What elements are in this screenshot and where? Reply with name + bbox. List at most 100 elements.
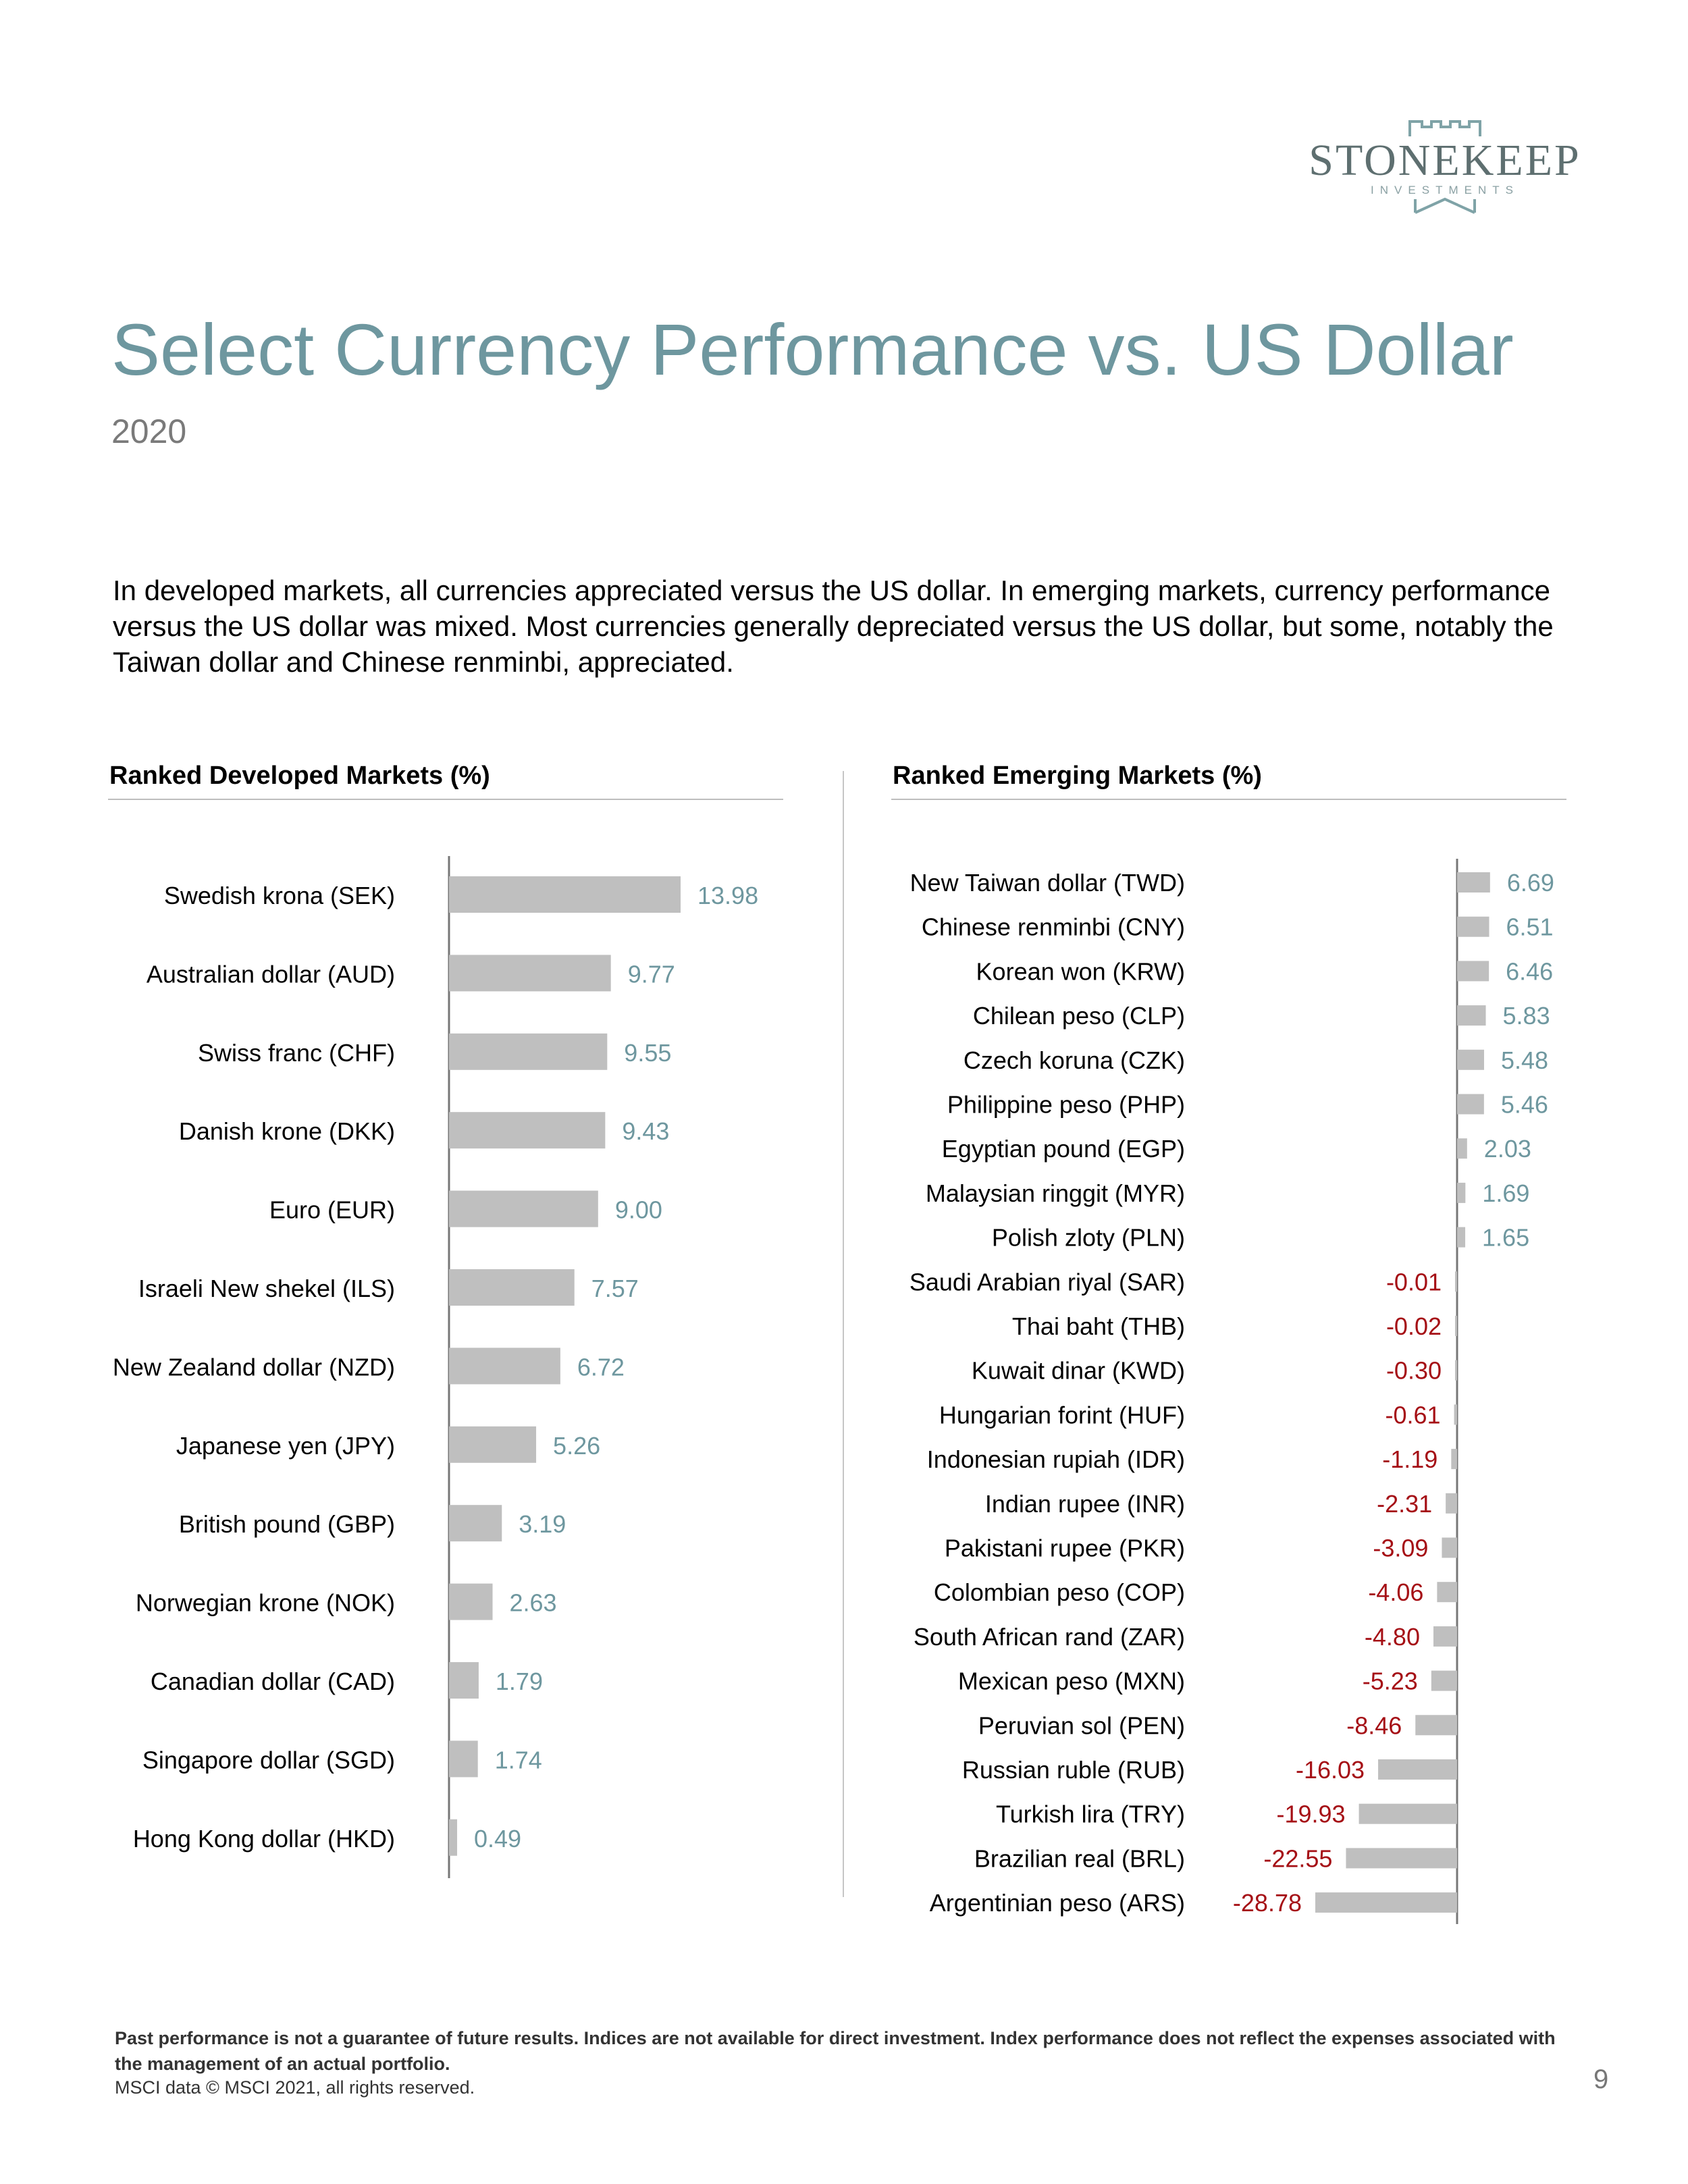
emerging-value-label: -0.02 [1386, 1312, 1442, 1340]
emerging-bar [1457, 916, 1489, 937]
page-subtitle: 2020 [111, 412, 187, 450]
emerging-bar [1437, 1582, 1457, 1603]
emerging-category-label: Philippine peso (PHP) [947, 1091, 1185, 1119]
emerging-bar [1457, 1138, 1467, 1159]
emerging-bar [1431, 1670, 1457, 1691]
emerging-bar [1446, 1493, 1457, 1514]
developed-bar [449, 955, 611, 992]
emerging-bar [1433, 1626, 1457, 1647]
emerging-category-label: Colombian peso (COP) [934, 1578, 1185, 1606]
developed-category-label: Danish krone (DKK) [179, 1117, 395, 1145]
emerging-bar [1415, 1715, 1457, 1736]
developed-category-label: Australian dollar (AUD) [147, 960, 395, 988]
developed-value-label: 13.98 [697, 882, 758, 909]
emerging-category-label: Kuwait dinar (KWD) [972, 1357, 1185, 1385]
developed-category-label: Israeli New shekel (ILS) [138, 1275, 395, 1302]
emerging-value-label: 5.46 [1501, 1091, 1548, 1119]
developed-value-label: 2.63 [510, 1589, 557, 1617]
emerging-value-label: -2.31 [1377, 1490, 1432, 1518]
emerging-category-label: Saudi Arabian riyal (SAR) [909, 1268, 1185, 1296]
developed-category-label: Singapore dollar (SGD) [142, 1746, 395, 1774]
developed-category-label: Hong Kong dollar (HKD) [133, 1825, 395, 1853]
emerging-bar [1454, 1404, 1457, 1425]
developed-category-label: Norwegian krone (NOK) [136, 1589, 395, 1617]
emerging-value-label: -3.09 [1373, 1535, 1428, 1562]
developed-bar [449, 1662, 479, 1699]
footer-source: MSCI data © MSCI 2021, all rights reserv… [115, 2077, 475, 2098]
brand-subtitle: INVESTMENTS [1371, 184, 1519, 196]
emerging-category-label: Indonesian rupiah (IDR) [927, 1445, 1185, 1473]
developed-bar [449, 1583, 493, 1620]
developed-markets-chart: Swedish krona (SEK) 13.98 Australian dolla… [113, 856, 758, 1878]
emerging-value-label: 1.69 [1482, 1179, 1529, 1207]
emerging-bar [1378, 1759, 1457, 1780]
emerging-category-label: South African rand (ZAR) [914, 1623, 1185, 1651]
emerging-value-label: 6.51 [1506, 913, 1554, 941]
emerging-category-label: Thai baht (THB) [1012, 1312, 1185, 1340]
emerging-value-label: -1.19 [1382, 1445, 1438, 1473]
emerging-category-label: Polish zloty (PLN) [992, 1224, 1185, 1252]
emerging-category-label: Mexican peso (MXN) [958, 1668, 1185, 1695]
emerging-bar [1455, 1271, 1457, 1292]
panel-divider [843, 771, 844, 1897]
developed-bar [449, 1505, 502, 1542]
footer-disclaimer: Past performance is not a guarantee of f… [115, 2028, 1556, 2074]
logo-emblem-icon [1408, 120, 1481, 214]
developed-bar [449, 1269, 575, 1306]
developed-bar [449, 1740, 478, 1778]
emerging-category-label: Pakistani rupee (PKR) [945, 1535, 1185, 1562]
emerging-bar [1457, 961, 1489, 982]
emerging-bar [1457, 1005, 1486, 1026]
developed-bar [449, 876, 681, 913]
emerging-bar [1315, 1892, 1457, 1913]
emerging-bar [1457, 1094, 1484, 1115]
emerging-value-label: -16.03 [1296, 1756, 1365, 1784]
developed-value-label: 6.72 [577, 1353, 625, 1381]
developed-chart-title: Ranked Developed Markets (%) [109, 762, 490, 790]
emerging-category-label: Malaysian ringgit (MYR) [926, 1179, 1185, 1207]
emerging-category-label: New Taiwan dollar (TWD) [910, 869, 1185, 897]
developed-value-label: 5.26 [553, 1432, 600, 1460]
brand-name: STONEKEEP [1309, 136, 1581, 185]
developed-value-label: 0.49 [474, 1825, 521, 1853]
developed-category-label: Swiss franc (CHF) [198, 1039, 395, 1067]
developed-category-label: Swedish krona (SEK) [164, 882, 395, 909]
emerging-chart-title: Ranked Emerging Markets (%) [893, 762, 1262, 790]
emerging-value-label: -0.61 [1385, 1401, 1440, 1429]
emerging-category-label: Czech koruna (CZK) [964, 1046, 1185, 1074]
emerging-title-rule [891, 799, 1566, 800]
developed-value-label: 7.57 [591, 1275, 639, 1302]
developed-value-label: 9.43 [622, 1117, 669, 1145]
emerging-value-label: -8.46 [1346, 1711, 1402, 1739]
emerging-bar [1457, 1049, 1484, 1070]
developed-bar [449, 1112, 606, 1149]
emerging-value-label: -19.93 [1276, 1801, 1345, 1828]
developed-bar [449, 1819, 458, 1856]
emerging-bar [1457, 1227, 1466, 1248]
emerging-value-label: -22.55 [1263, 1844, 1332, 1872]
emerging-category-label: Peruvian sol (PEN) [978, 1711, 1185, 1739]
emerging-category-label: Indian rupee (INR) [985, 1490, 1185, 1518]
emerging-category-label: Brazilian real (BRL) [974, 1844, 1185, 1872]
emerging-value-label: -4.80 [1365, 1623, 1420, 1651]
emerging-bar [1346, 1848, 1457, 1869]
developed-bar [449, 1426, 537, 1463]
developed-category-label: Canadian dollar (CAD) [151, 1668, 395, 1695]
emerging-category-label: Egyptian pound (EGP) [942, 1135, 1185, 1163]
emerging-category-label: Hungarian forint (HUF) [939, 1401, 1185, 1429]
emerging-category-label: Russian ruble (RUB) [962, 1756, 1185, 1784]
emerging-value-label: -28.78 [1233, 1889, 1302, 1917]
page-title: Select Currency Performance vs. US Dolla… [111, 309, 1514, 390]
developed-category-label: New Zealand dollar (NZD) [113, 1353, 395, 1381]
emerging-bar [1442, 1537, 1457, 1558]
emerging-category-label: Chinese renminbi (CNY) [922, 913, 1185, 941]
developed-value-label: 9.00 [615, 1196, 662, 1224]
emerging-value-label: 5.83 [1503, 1002, 1550, 1030]
emerging-bar [1455, 1360, 1457, 1381]
developed-bar [449, 1348, 560, 1385]
developed-category-label: Euro (EUR) [269, 1196, 395, 1224]
emerging-bar [1451, 1449, 1457, 1470]
emerging-bar [1455, 1316, 1457, 1336]
emerging-category-label: Chilean peso (CLP) [973, 1002, 1185, 1030]
developed-value-label: 3.19 [519, 1510, 566, 1538]
